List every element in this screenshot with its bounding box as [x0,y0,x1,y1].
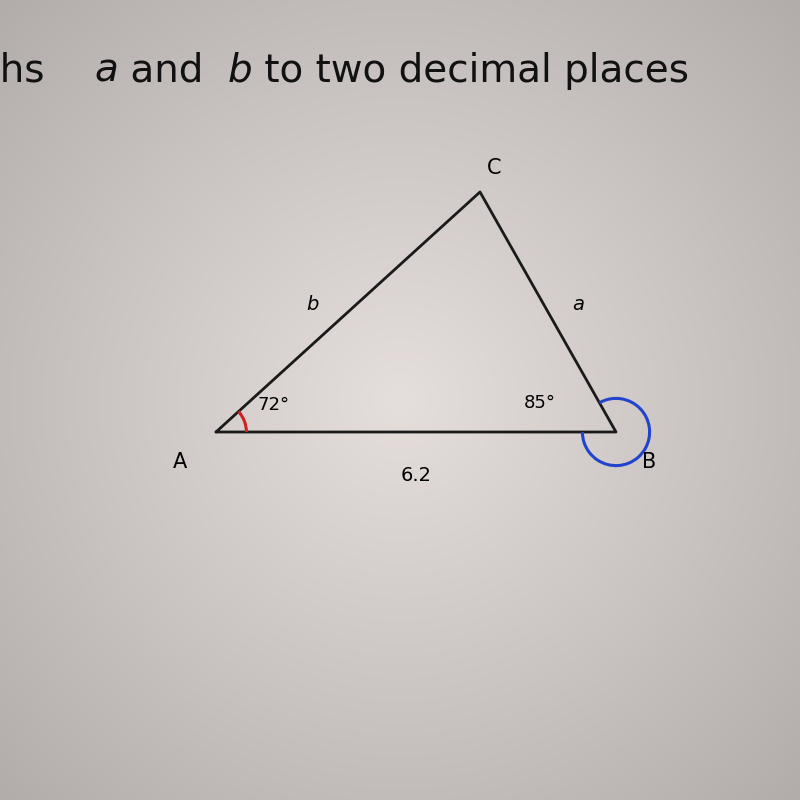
Text: gths: gths [0,52,57,90]
Text: 6.2: 6.2 [401,466,431,485]
Text: a: a [94,52,118,90]
Text: b: b [306,294,318,314]
Text: and: and [118,52,216,90]
Text: C: C [487,158,502,178]
Text: A: A [173,452,187,472]
Text: b: b [228,52,253,90]
Text: to two decimal places: to two decimal places [252,52,689,90]
Text: 72°: 72° [258,396,290,414]
Text: B: B [642,452,657,472]
Text: 85°: 85° [524,394,556,412]
Text: a: a [573,294,585,314]
